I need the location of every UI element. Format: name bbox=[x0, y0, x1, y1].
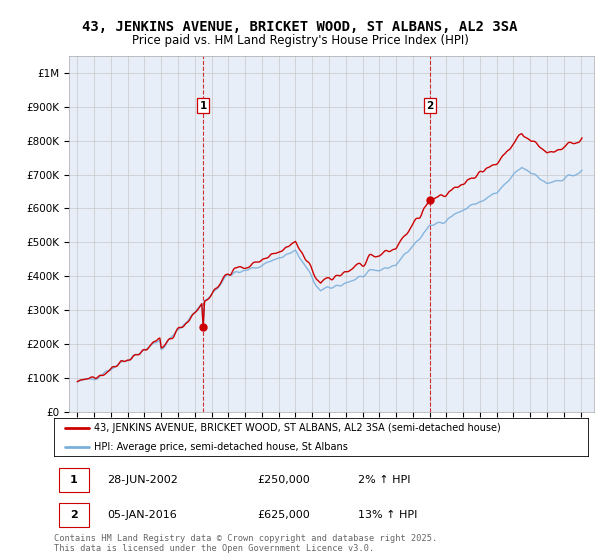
Text: £250,000: £250,000 bbox=[257, 475, 310, 486]
Text: 2: 2 bbox=[70, 510, 77, 520]
FancyBboxPatch shape bbox=[59, 503, 89, 527]
Text: 13% ↑ HPI: 13% ↑ HPI bbox=[358, 510, 418, 520]
Text: 2: 2 bbox=[426, 101, 433, 111]
FancyBboxPatch shape bbox=[59, 469, 89, 492]
Text: 28-JUN-2002: 28-JUN-2002 bbox=[107, 475, 178, 486]
Text: HPI: Average price, semi-detached house, St Albans: HPI: Average price, semi-detached house,… bbox=[94, 442, 348, 452]
Text: 43, JENKINS AVENUE, BRICKET WOOD, ST ALBANS, AL2 3SA: 43, JENKINS AVENUE, BRICKET WOOD, ST ALB… bbox=[82, 20, 518, 34]
Text: 1: 1 bbox=[70, 475, 77, 486]
Text: 2% ↑ HPI: 2% ↑ HPI bbox=[358, 475, 411, 486]
Text: 05-JAN-2016: 05-JAN-2016 bbox=[107, 510, 177, 520]
Text: 1: 1 bbox=[199, 101, 206, 111]
Text: £625,000: £625,000 bbox=[257, 510, 310, 520]
Text: Contains HM Land Registry data © Crown copyright and database right 2025.
This d: Contains HM Land Registry data © Crown c… bbox=[54, 534, 437, 553]
Text: Price paid vs. HM Land Registry's House Price Index (HPI): Price paid vs. HM Land Registry's House … bbox=[131, 34, 469, 46]
Text: 43, JENKINS AVENUE, BRICKET WOOD, ST ALBANS, AL2 3SA (semi-detached house): 43, JENKINS AVENUE, BRICKET WOOD, ST ALB… bbox=[94, 423, 501, 433]
